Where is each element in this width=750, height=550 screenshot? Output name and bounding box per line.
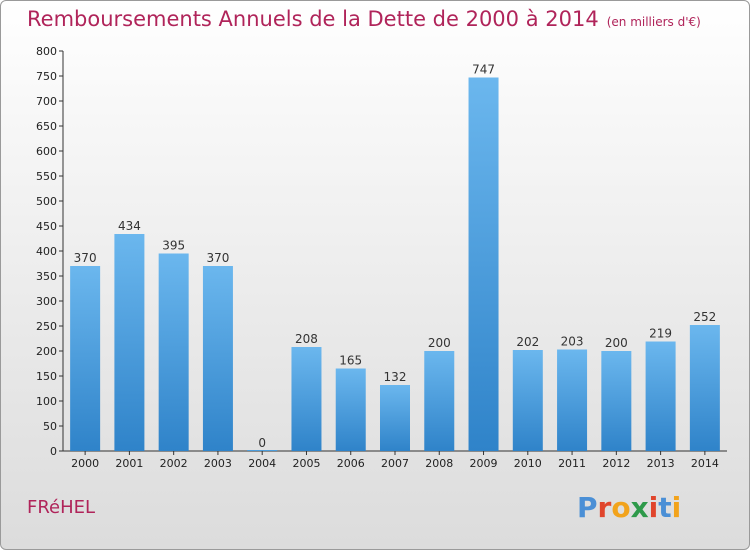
x-tick-label: 2012 <box>602 457 630 470</box>
bar-2007 <box>380 385 410 451</box>
y-tick-label: 150 <box>36 370 57 383</box>
chart-title: Remboursements Annuels de la Dette de 20… <box>27 7 701 31</box>
bar-value-label: 219 <box>649 327 672 341</box>
x-tick-label: 2001 <box>115 457 143 470</box>
bar-2005 <box>291 347 322 451</box>
y-axis-ticks: 0 50 100 150 200 250 300 350 400 450 500 550 600 650 7… <box>36 45 63 458</box>
y-tick-label: 100 <box>36 395 57 408</box>
bar-2014 <box>689 325 720 451</box>
bar-2012 <box>601 351 632 451</box>
x-tick-label: 2005 <box>292 457 320 470</box>
bar-value-label: 208 <box>295 332 318 346</box>
bar-2008 <box>424 351 455 451</box>
bar-2011 <box>557 349 588 451</box>
bar-2006 <box>335 368 366 451</box>
town-name: FRéHEL <box>27 497 96 518</box>
y-tick-label: 800 <box>36 45 57 58</box>
x-tick-label: 2006 <box>337 457 365 470</box>
x-tick-label: 2013 <box>647 457 675 470</box>
x-tick-label: 2014 <box>691 457 719 470</box>
x-tick-label: 2009 <box>470 457 498 470</box>
y-tick-label: 0 <box>50 445 57 458</box>
bar-2000 <box>70 266 101 451</box>
bar-value-label: 370 <box>206 251 229 265</box>
x-axis-labels: 2000 2001 2002 2003 2004 2005 2006 2007 2008 2009… <box>71 451 719 470</box>
bar-value-label: 165 <box>339 354 362 368</box>
bar-value-label: 252 <box>693 310 716 324</box>
bar-value-label: 200 <box>428 336 451 350</box>
x-tick-label: 2011 <box>558 457 586 470</box>
y-tick-label: 750 <box>36 70 57 83</box>
svg-text:Proxiti: Proxiti <box>577 491 681 524</box>
bar-value-label: 370 <box>74 251 97 265</box>
bar-2003 <box>202 266 233 451</box>
chart-subtitle: (en milliers d'€) <box>606 15 701 29</box>
bar-value-label: 395 <box>162 239 185 253</box>
x-tick-label: 2008 <box>425 457 453 470</box>
proxiti-logo: Proxiti <box>577 491 681 524</box>
bar-2004 <box>247 450 278 451</box>
y-tick-label: 200 <box>36 345 57 358</box>
x-tick-label: 2000 <box>71 457 99 470</box>
bar-value-label: 203 <box>561 335 584 349</box>
y-tick-label: 450 <box>36 220 57 233</box>
x-tick-label: 2002 <box>160 457 188 470</box>
x-tick-label: 2010 <box>514 457 542 470</box>
x-tick-label: 2003 <box>204 457 232 470</box>
bar-value-label: 200 <box>605 336 628 350</box>
y-tick-label: 250 <box>36 320 57 333</box>
x-tick-label: 2007 <box>381 457 409 470</box>
y-tick-label: 500 <box>36 195 57 208</box>
bar-value-label: 132 <box>384 370 407 384</box>
bars: 370 434 395 370 0 208 165 132 200 747 202 203 200 219… <box>70 63 720 451</box>
bar-2010 <box>512 350 543 451</box>
bar-value-label: 747 <box>472 63 495 77</box>
bar-2013 <box>645 341 676 451</box>
y-tick-label: 600 <box>36 145 57 158</box>
bar-value-label: 434 <box>118 219 141 233</box>
y-tick-label: 350 <box>36 270 57 283</box>
y-tick-label: 400 <box>36 245 57 258</box>
bar-2001 <box>114 234 145 451</box>
y-tick-label: 50 <box>43 420 57 433</box>
y-tick-label: 300 <box>36 295 57 308</box>
x-tick-label: 2004 <box>248 457 276 470</box>
bar-2009 <box>468 77 499 451</box>
bar-2002 <box>158 253 189 451</box>
bar-value-label: 202 <box>516 335 539 349</box>
y-tick-label: 550 <box>36 170 57 183</box>
y-tick-label: 650 <box>36 120 57 133</box>
bar-value-label: 0 <box>258 436 266 450</box>
y-tick-label: 700 <box>36 95 57 108</box>
